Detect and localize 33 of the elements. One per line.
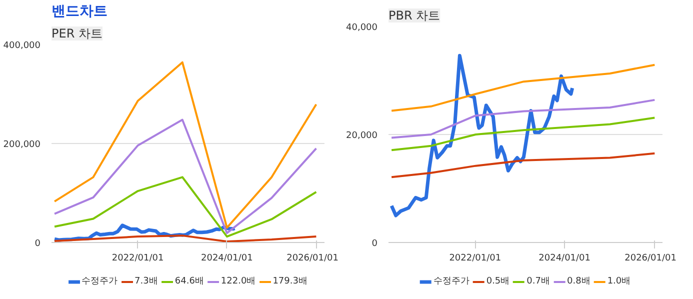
y-tick-label: 200,000	[3, 140, 41, 150]
y-tick-label: 0	[34, 239, 41, 249]
y-tick-label: 400,000	[3, 41, 41, 51]
legend-label: 64.6배	[174, 276, 204, 288]
x-tick-label: 2024/01/01	[538, 254, 591, 264]
line-series	[390, 54, 574, 218]
legend-label: 수정주가	[433, 276, 470, 288]
y-tick-label: 20,000	[346, 131, 378, 141]
legend-label: 7.3배	[134, 276, 158, 288]
y-tick-label: 0	[372, 239, 378, 249]
legend-label: 122.0배	[220, 276, 256, 288]
legend-label: 수정주가	[82, 276, 118, 288]
legend-label: 179.3배	[272, 276, 308, 288]
line-series	[390, 64, 656, 112]
line-series	[54, 118, 318, 234]
line-series	[390, 98, 656, 139]
legend-label: 1.0배	[607, 276, 631, 288]
x-tick-label: 2022/01/01	[112, 254, 164, 264]
line-series	[54, 176, 318, 238]
x-tick-label: 2022/01/01	[449, 254, 502, 264]
x-tick-label: 2026/01/01	[624, 254, 676, 264]
legend-label: 0.7배	[526, 276, 550, 288]
line-series	[390, 116, 656, 152]
y-tick-label: 40,000	[346, 23, 378, 33]
line-series	[390, 152, 656, 178]
text: 밴드차트	[52, 4, 108, 20]
legend-label: 0.5배	[486, 276, 510, 288]
chart-title: PBR 차트	[388, 8, 440, 22]
chart-title: PER 차트	[52, 26, 102, 40]
line-series	[54, 61, 318, 229]
x-tick-label: 2026/01/01	[286, 254, 338, 264]
x-tick-label: 2024/01/01	[201, 254, 253, 264]
legend-label: 0.8배	[567, 276, 590, 288]
